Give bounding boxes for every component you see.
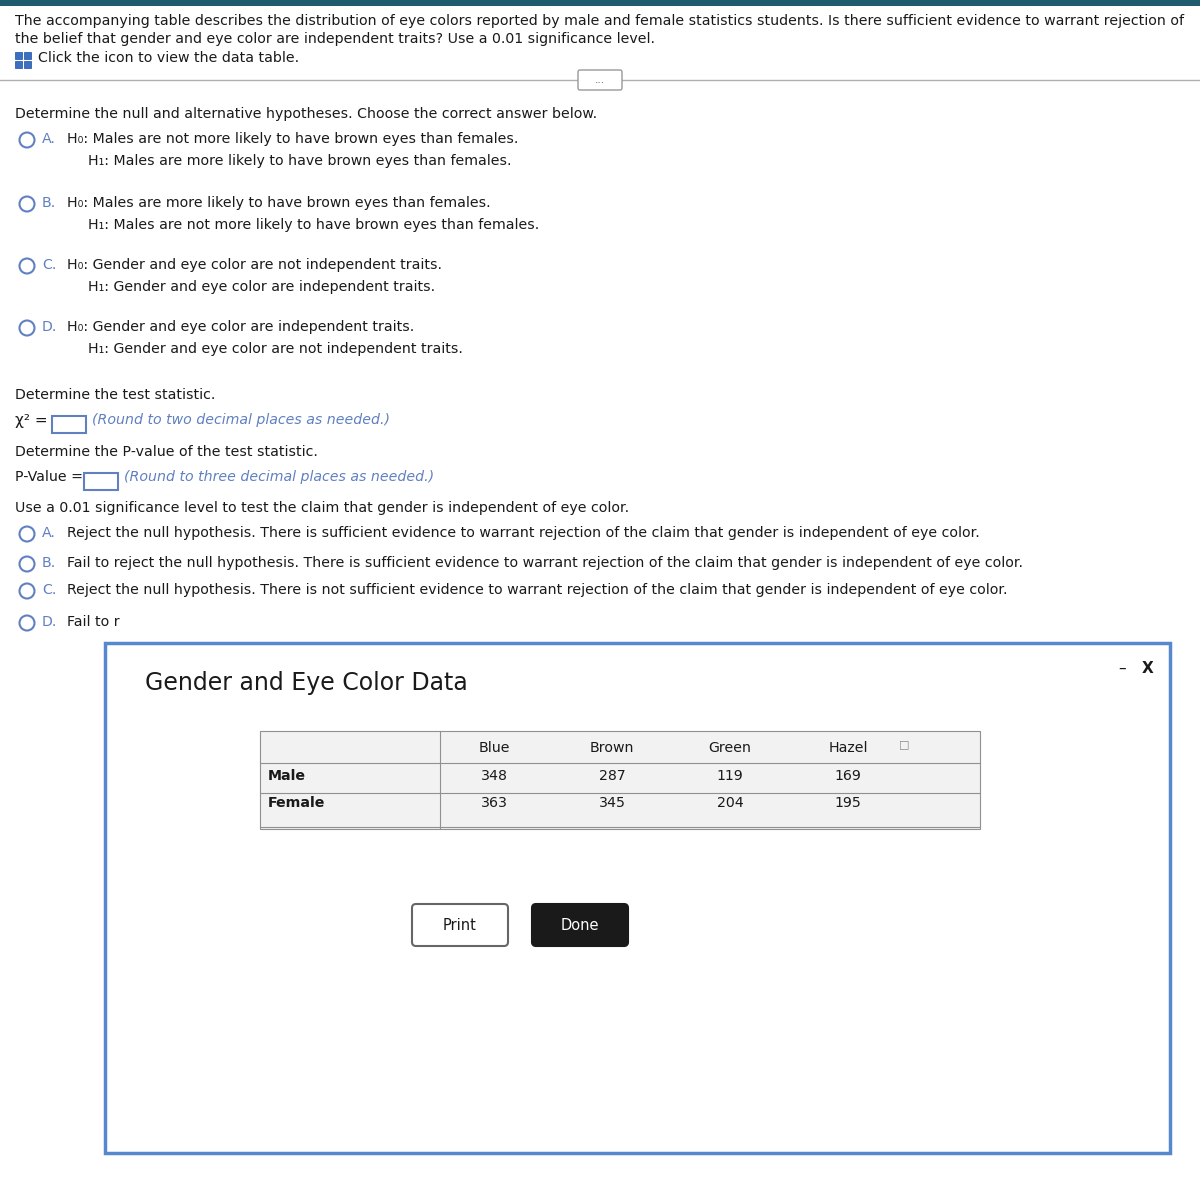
FancyBboxPatch shape [532,904,628,946]
Text: ...: ... [595,75,605,85]
Text: H₁: Males are not more likely to have brown eyes than females.: H₁: Males are not more likely to have br… [88,218,539,232]
FancyBboxPatch shape [412,904,508,946]
Text: C.: C. [42,583,56,597]
Text: the belief that gender and eye color are independent traits? Use a 0.01 signific: the belief that gender and eye color are… [14,32,655,46]
Text: –: – [1118,661,1126,675]
FancyBboxPatch shape [84,473,118,491]
FancyBboxPatch shape [24,60,31,68]
Text: 169: 169 [834,769,862,783]
Text: A.: A. [42,132,56,146]
Text: Hazel: Hazel [828,741,868,755]
FancyBboxPatch shape [52,416,86,433]
Text: 119: 119 [716,769,743,783]
Text: H₀: Males are not more likely to have brown eyes than females.: H₀: Males are not more likely to have br… [67,132,518,146]
Text: 363: 363 [480,796,508,811]
Text: H₀: Gender and eye color are not independent traits.: H₀: Gender and eye color are not indepen… [67,258,442,273]
FancyBboxPatch shape [0,0,1200,6]
Text: 348: 348 [480,769,508,783]
Text: D.: D. [42,615,58,629]
Text: A.: A. [42,526,56,540]
FancyBboxPatch shape [260,731,980,830]
Text: Determine the null and alternative hypotheses. Choose the correct answer below.: Determine the null and alternative hypot… [14,107,598,121]
Text: Determine the P-value of the test statistic.: Determine the P-value of the test statis… [14,446,318,459]
Text: Blue: Blue [479,741,510,755]
Text: Use a 0.01 significance level to test the claim that gender is independent of ey: Use a 0.01 significance level to test th… [14,501,629,515]
Text: χ² =: χ² = [14,414,48,428]
Text: Determine the test statistic.: Determine the test statistic. [14,387,215,402]
Text: B.: B. [42,196,56,210]
Text: H₁: Gender and eye color are not independent traits.: H₁: Gender and eye color are not indepen… [88,342,463,356]
Text: Female: Female [268,796,325,811]
FancyBboxPatch shape [24,52,31,59]
Text: Print: Print [443,917,476,933]
Text: H₁: Gender and eye color are independent traits.: H₁: Gender and eye color are independent… [88,280,436,294]
Text: Brown: Brown [589,741,635,755]
FancyBboxPatch shape [14,60,22,68]
Text: 287: 287 [599,769,625,783]
Text: The accompanying table describes the distribution of eye colors reported by male: The accompanying table describes the dis… [14,14,1184,28]
Text: (Round to two decimal places as needed.): (Round to two decimal places as needed.) [92,414,390,427]
FancyBboxPatch shape [14,52,22,59]
Text: Reject the null hypothesis. There is sufficient evidence to warrant rejection of: Reject the null hypothesis. There is suf… [67,526,979,540]
Text: X: X [1142,661,1153,675]
Text: B.: B. [42,556,56,570]
Text: Fail to reject the null hypothesis. There is sufficient evidence to warrant reje: Fail to reject the null hypothesis. Ther… [67,556,1022,570]
Text: 204: 204 [716,796,743,811]
Text: P-Value =: P-Value = [14,470,83,483]
Text: Done: Done [560,917,599,933]
Text: 345: 345 [599,796,625,811]
Text: Click the icon to view the data table.: Click the icon to view the data table. [38,51,299,65]
Text: H₀: Gender and eye color are independent traits.: H₀: Gender and eye color are independent… [67,320,414,334]
Text: H₁: Males are more likely to have brown eyes than females.: H₁: Males are more likely to have brown … [88,154,511,168]
Text: D.: D. [42,320,58,334]
Text: Fail to r: Fail to r [67,615,120,629]
Text: 195: 195 [834,796,862,811]
FancyBboxPatch shape [106,643,1170,1153]
Text: Reject the null hypothesis. There is not sufficient evidence to warrant rejectio: Reject the null hypothesis. There is not… [67,583,1008,597]
Text: Male: Male [268,769,306,783]
Text: C.: C. [42,258,56,273]
FancyBboxPatch shape [578,70,622,90]
Text: H₀: Males are more likely to have brown eyes than females.: H₀: Males are more likely to have brown … [67,196,491,210]
Text: (Round to three decimal places as needed.): (Round to three decimal places as needed… [124,470,434,483]
Text: Green: Green [708,741,751,755]
Text: Gender and Eye Color Data: Gender and Eye Color Data [145,671,468,694]
Text: □: □ [899,739,910,749]
